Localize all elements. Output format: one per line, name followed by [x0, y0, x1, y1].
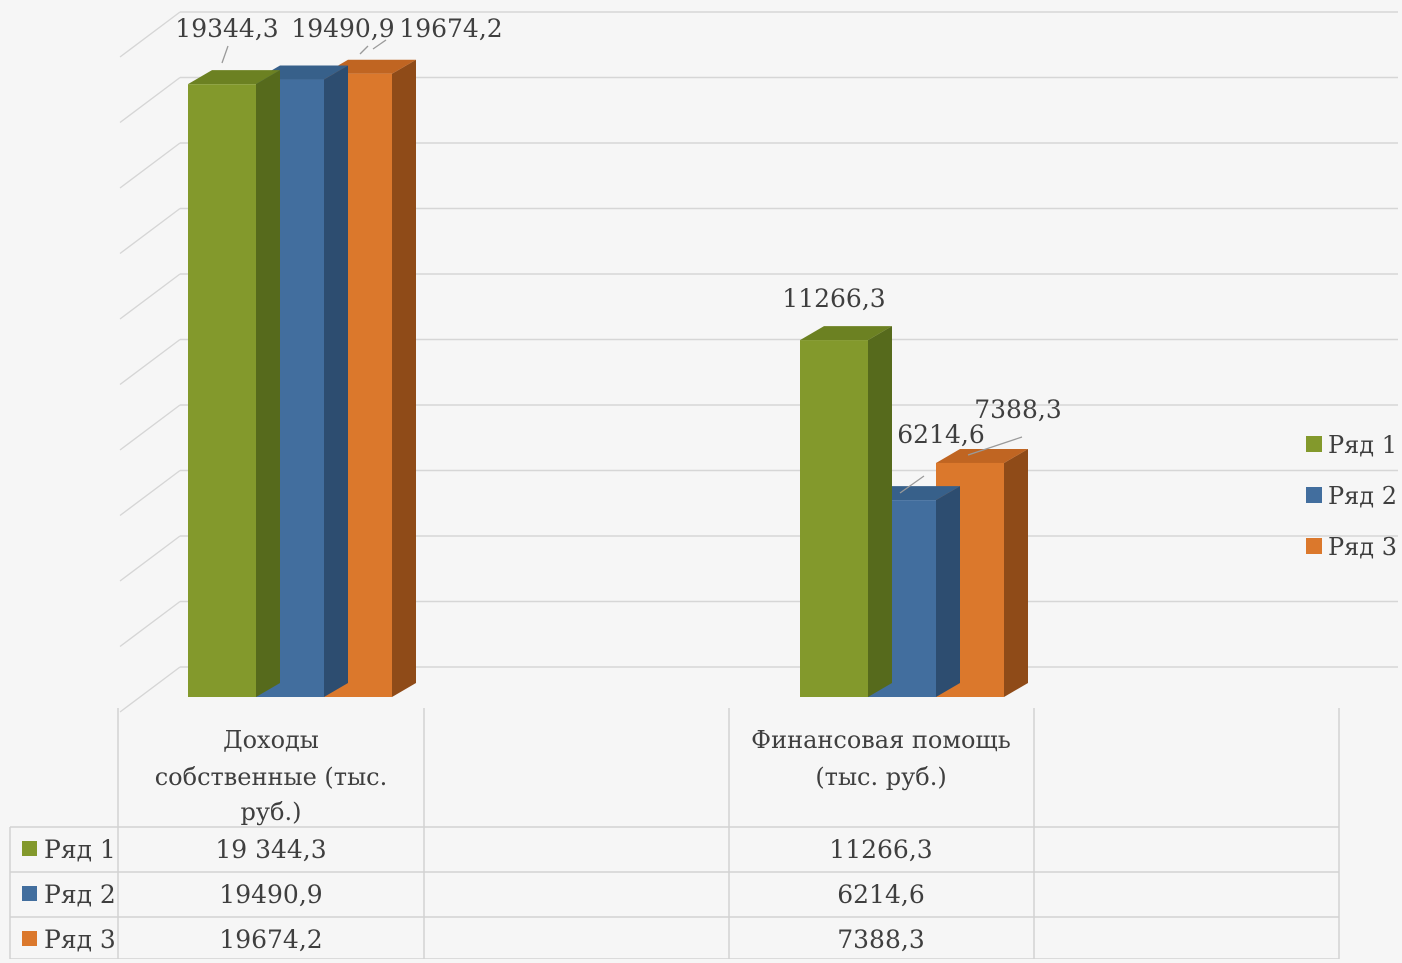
leader-line — [967, 436, 1023, 456]
data-label: 7388,3 — [974, 395, 1061, 424]
table-row: Ряд 3 19674,2 7388,3 — [22, 925, 925, 954]
bar-front — [188, 84, 256, 697]
table-cell: 19674,2 — [219, 925, 322, 954]
table-cell: 11266,3 — [829, 835, 932, 864]
table-row-label: Ряд 3 — [44, 925, 116, 954]
table-cell: 19 344,3 — [215, 835, 326, 864]
bar-top — [800, 326, 892, 341]
legend-label: Ряд 2 — [1328, 482, 1397, 510]
legend-swatch — [1306, 538, 1322, 554]
data-label: 6214,6 — [897, 420, 984, 449]
legend-label: Ряд 3 — [1328, 533, 1397, 561]
table-row: Ряд 2 19490,9 6214,6 — [22, 880, 925, 909]
table-row-label: Ряд 1 — [44, 835, 116, 864]
data-labels: 19344,3 11266,3 19490,9 6214,6 19674,2 7388,3 — [175, 14, 1062, 494]
category-label: руб.) — [241, 798, 302, 826]
leader-line — [359, 45, 369, 55]
bar-side — [256, 70, 280, 697]
data-label: 19674,2 — [399, 14, 502, 43]
category-label: Доходы — [223, 726, 319, 754]
table-legend-swatch — [22, 886, 37, 901]
table-legend-swatch — [22, 931, 37, 946]
data-label: 11266,3 — [782, 284, 885, 313]
gridline-wall — [119, 338, 181, 386]
category-label: Финансовая помощь — [751, 726, 1011, 754]
bar-front — [800, 340, 868, 697]
category-label: (тыс. руб.) — [815, 763, 946, 791]
gridline-wall — [119, 76, 181, 124]
gridline-wall — [119, 469, 181, 517]
gridline-wall — [119, 142, 181, 189]
legend-swatch — [1306, 436, 1322, 452]
data-label: 19490,9 — [291, 14, 394, 43]
bar-side — [324, 65, 348, 697]
bar-1-2 — [800, 326, 892, 697]
gridline-wall — [119, 666, 181, 713]
leader-line — [372, 39, 387, 50]
legend: Ряд 1 Ряд 2 Ряд 3 — [1306, 431, 1397, 561]
bars — [188, 59, 1028, 698]
table-row: Ряд 1 19 344,3 11266,3 — [22, 835, 933, 864]
gridline-wall — [119, 535, 181, 582]
bar-side — [936, 486, 960, 697]
leader-line — [221, 45, 229, 64]
gridline-wall — [119, 11, 181, 58]
table-legend-swatch — [22, 841, 37, 856]
data-label: 19344,3 — [175, 14, 278, 43]
bar-top — [188, 70, 280, 85]
gridline-wall — [119, 273, 181, 320]
table-cell: 6214,6 — [837, 880, 924, 909]
table-row-label: Ряд 2 — [44, 880, 116, 909]
bar-1-1 — [188, 70, 280, 697]
data-table: Доходы собственные (тыс. руб.) Финансовая п… — [9, 708, 1340, 960]
gridline-wall — [119, 404, 181, 451]
category-label: собственные (тыс. — [155, 763, 388, 791]
table-cell: 19490,9 — [219, 880, 322, 909]
leader-line — [899, 475, 925, 494]
gridline-wall — [119, 207, 181, 255]
bar-side — [392, 59, 416, 698]
legend-swatch — [1306, 487, 1322, 503]
legend-label: Ряд 1 — [1328, 431, 1397, 459]
bar-side — [1004, 448, 1028, 697]
table-cell: 7388,3 — [837, 925, 924, 954]
bar-side — [868, 326, 892, 697]
gridline-wall — [119, 600, 181, 648]
bar-top — [936, 448, 1028, 463]
